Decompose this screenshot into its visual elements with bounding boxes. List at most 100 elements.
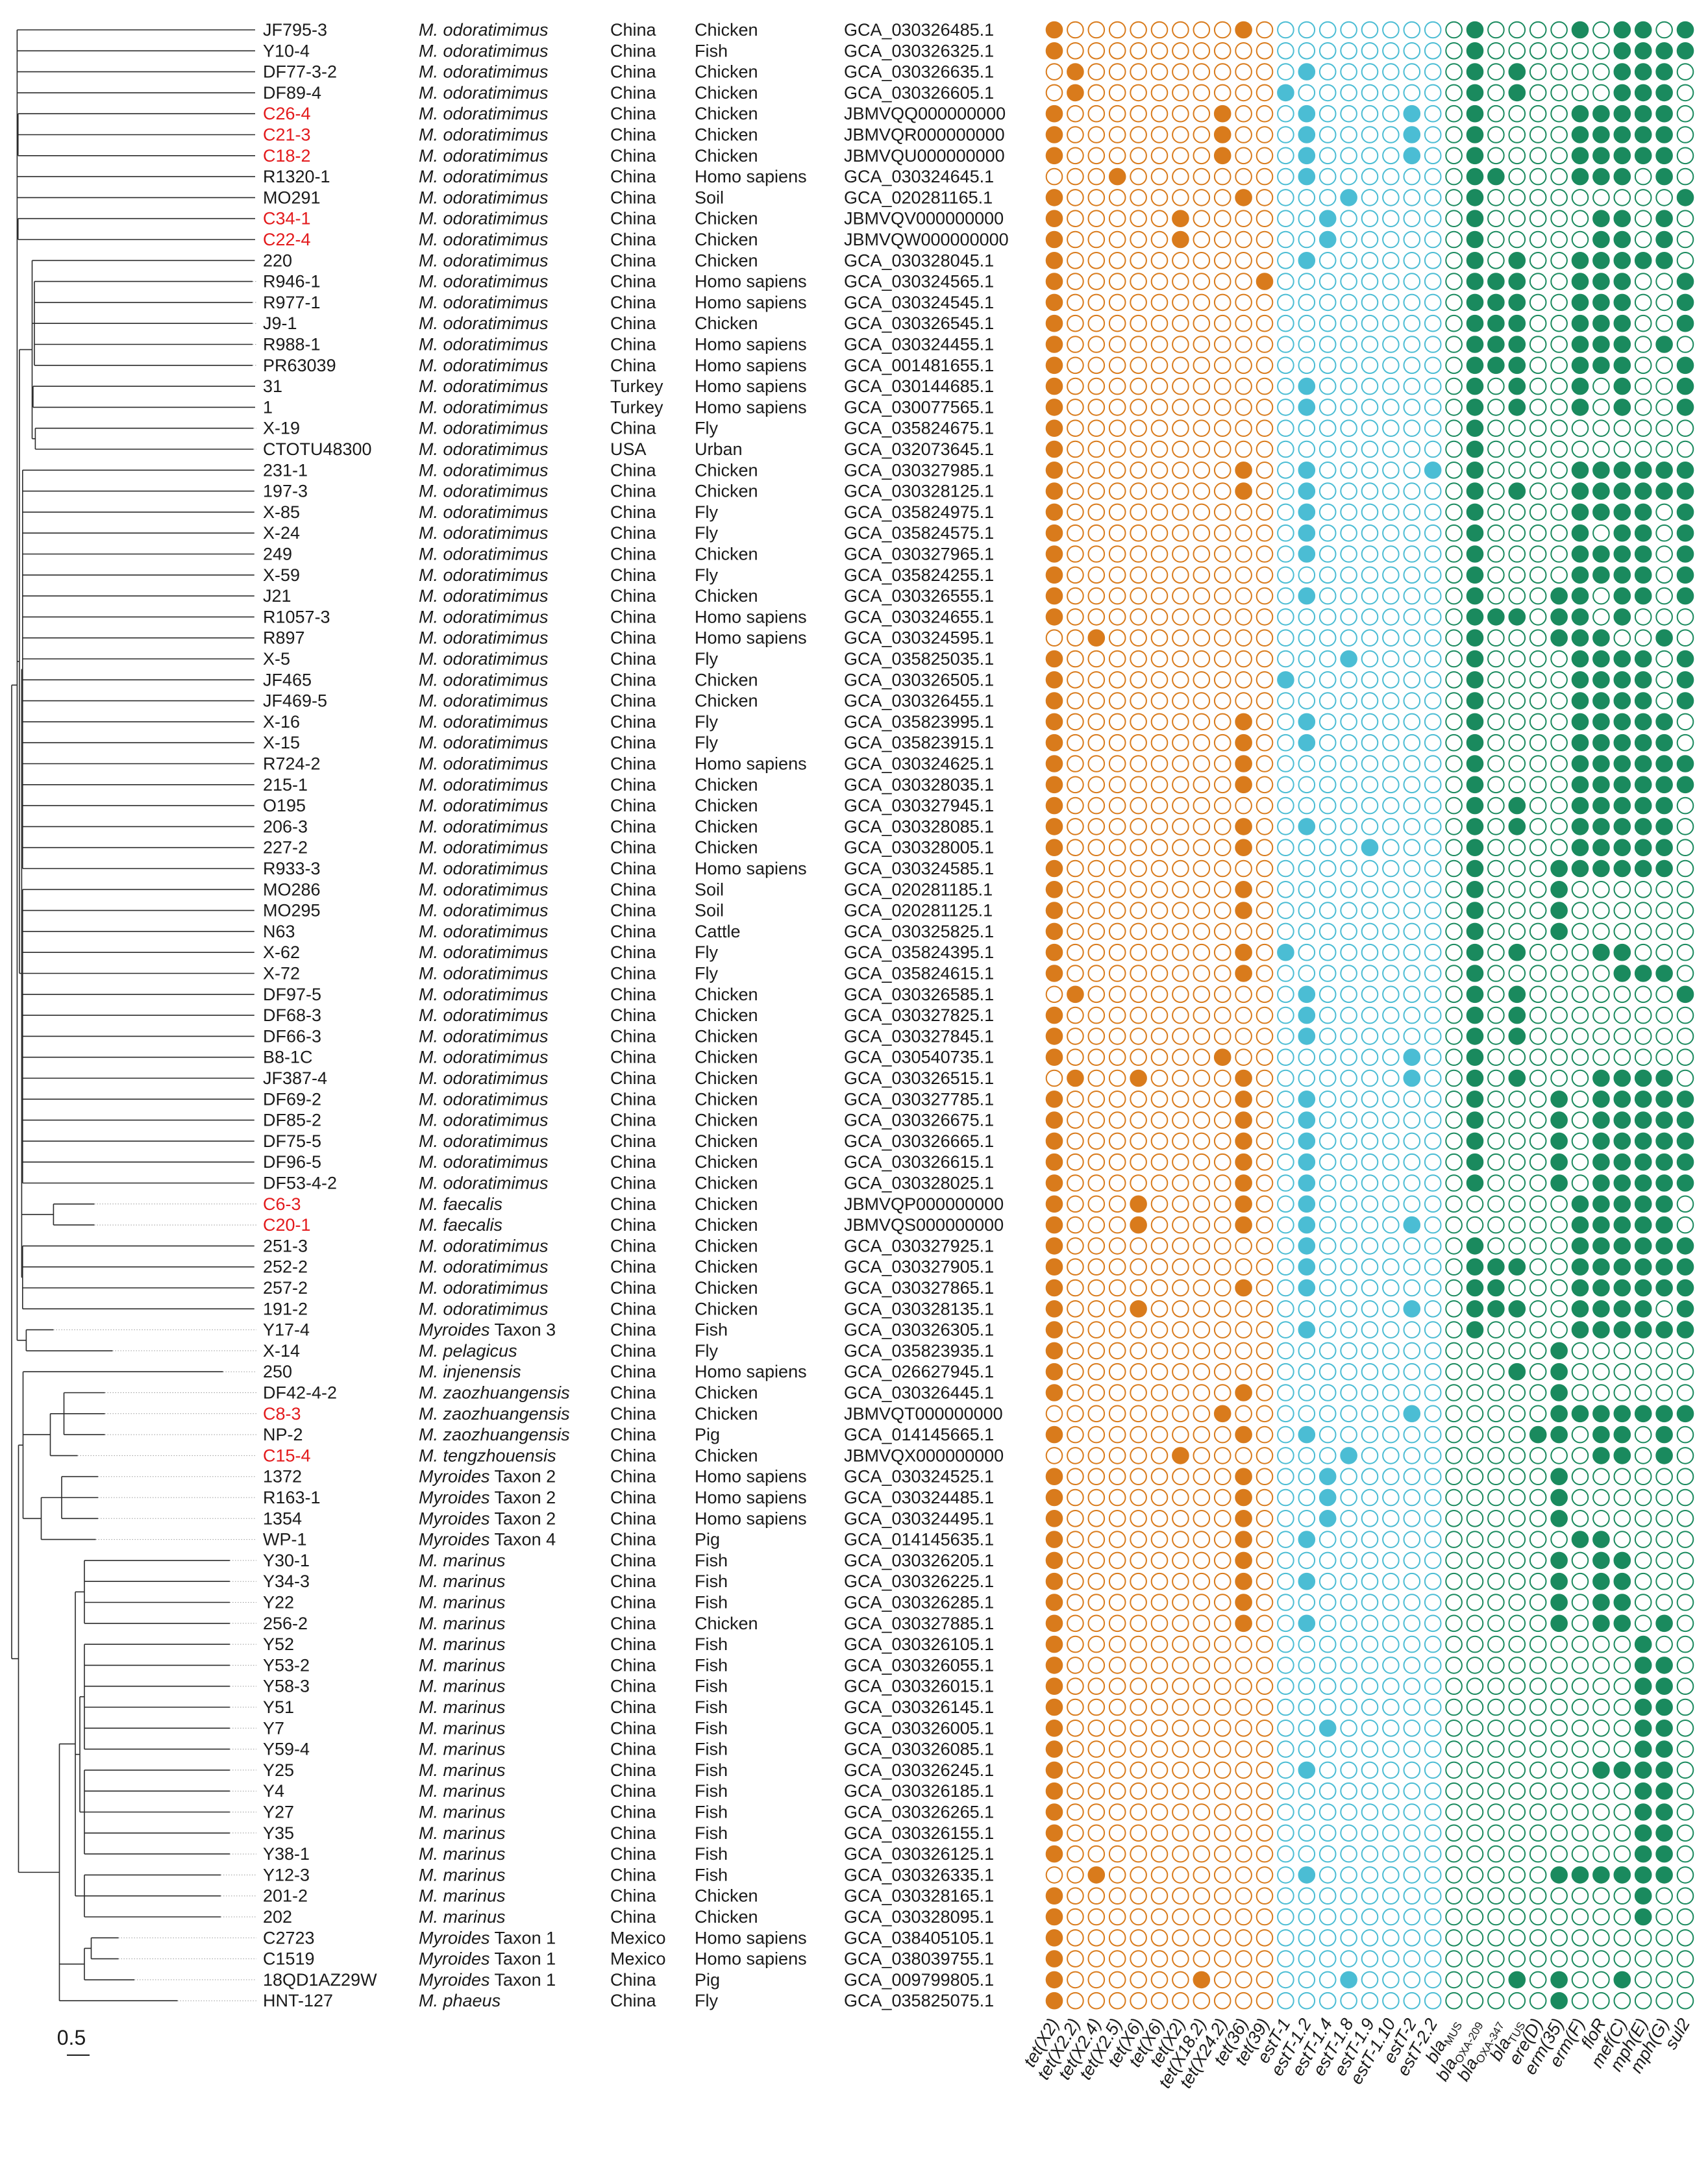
gene-cell xyxy=(1487,1258,1505,1276)
gene-cell xyxy=(1634,608,1652,626)
strain-country: China xyxy=(610,1194,657,1214)
gene-cell xyxy=(1634,713,1652,731)
gene-cell xyxy=(1340,293,1357,312)
gene-cell xyxy=(1277,1761,1294,1779)
gene-cell xyxy=(1529,587,1547,605)
gene-cell xyxy=(1150,1468,1169,1485)
strain-row: Y17-4 Myroides Taxon 3 China Fish GCA_030326… xyxy=(263,1320,994,1340)
gene-cell xyxy=(1403,1803,1421,1821)
gene-cell xyxy=(1172,503,1189,521)
strain-row: DF42-4-2 M. zaozhuangensis China Chicken GCA… xyxy=(263,1383,994,1403)
gene-cell xyxy=(1382,1028,1400,1045)
gene-cell xyxy=(1487,1824,1505,1842)
gene-cell xyxy=(1529,1174,1547,1192)
gene-cell xyxy=(1424,1405,1442,1423)
gene-cell xyxy=(1067,1635,1084,1653)
gene-cell xyxy=(1298,985,1316,1004)
strain-name: X-14 xyxy=(263,1341,300,1361)
gene-cell xyxy=(1087,922,1106,941)
gene-cell xyxy=(1550,1279,1568,1297)
gene-cell xyxy=(1571,1657,1589,1674)
gene-cell xyxy=(1655,1803,1673,1821)
gene-cell xyxy=(1592,167,1610,186)
gene-cell xyxy=(1592,63,1610,80)
gene-cell xyxy=(1256,1740,1274,1758)
gene-cell xyxy=(1487,713,1505,731)
gene-cell xyxy=(1592,1614,1610,1633)
gene-cell xyxy=(1634,126,1652,143)
gene-cell xyxy=(1571,943,1589,961)
strain-accession: GCA_030324645.1 xyxy=(844,167,994,186)
strain-species: M. odoratimimus xyxy=(419,41,549,60)
gene-cell xyxy=(1087,1216,1106,1234)
gene-cell xyxy=(1193,1384,1211,1401)
gene-cell xyxy=(1235,1510,1252,1527)
gene-cell xyxy=(1235,566,1252,584)
gene-cell xyxy=(1403,1174,1421,1192)
gene-cell xyxy=(1087,1761,1106,1779)
strain-host: Fish xyxy=(695,1803,728,1822)
strain-name: DF69-2 xyxy=(263,1089,321,1109)
gene-cell xyxy=(1130,608,1147,626)
gene-cell xyxy=(1571,273,1589,290)
gene-cell xyxy=(1445,1153,1463,1171)
gene-cell xyxy=(1150,419,1169,438)
gene-cell xyxy=(1508,230,1526,249)
gene-cell xyxy=(1067,1887,1084,1905)
strain-name: DF53-4-2 xyxy=(263,1174,337,1193)
gene-cell xyxy=(1193,293,1211,312)
gene-cell xyxy=(1634,356,1652,375)
strain-accession: GCA_030326125.1 xyxy=(844,1844,994,1864)
strain-accession: GCA_030328005.1 xyxy=(844,838,994,857)
strain-row: WP-1 Myroides Taxon 4 China Pig GCA_01414563… xyxy=(263,1530,994,1549)
gene-cell xyxy=(1466,1321,1484,1339)
gene-cell xyxy=(1613,881,1631,898)
gene-cell xyxy=(1487,377,1505,395)
gene-cell xyxy=(1634,1594,1652,1611)
strain-name: 18QD1AZ29W xyxy=(263,1970,377,1990)
gene-cell xyxy=(1193,818,1211,835)
gene-cell xyxy=(1466,1091,1484,1108)
gene-cell xyxy=(1067,1405,1084,1423)
gene-cell xyxy=(1340,859,1357,878)
gene-cell xyxy=(1277,336,1294,353)
gene-cell xyxy=(1466,1677,1484,1695)
gene-cell xyxy=(1487,21,1505,39)
gene-cell xyxy=(1213,230,1231,249)
gene-cell xyxy=(1592,1216,1610,1234)
gene-cell xyxy=(1550,230,1568,249)
gene-cell xyxy=(1571,1720,1589,1737)
gene-cell xyxy=(1529,1740,1547,1758)
gene-cell xyxy=(1550,1425,1568,1444)
gene-cell xyxy=(1298,1425,1316,1444)
gene-cell xyxy=(1172,1677,1189,1695)
gene-cell xyxy=(1508,1594,1526,1611)
gene-cell xyxy=(1193,650,1211,668)
strain-country: China xyxy=(610,251,657,270)
gene-cell xyxy=(1298,881,1316,898)
gene-cell xyxy=(1613,902,1631,919)
gene-cell xyxy=(1087,482,1106,500)
gene-cell xyxy=(1087,273,1106,290)
gene-cell xyxy=(1235,1887,1252,1905)
gene-cell xyxy=(1318,713,1337,731)
gene-cell xyxy=(1634,1971,1652,1989)
gene-cell xyxy=(1382,1866,1400,1884)
gene-cell xyxy=(1487,1279,1505,1297)
gene-cell xyxy=(1487,293,1505,312)
gene-cell xyxy=(1655,1824,1673,1842)
gene-cell xyxy=(1445,1488,1463,1507)
gene-cell xyxy=(1466,1132,1484,1150)
gene-cell xyxy=(1655,1594,1673,1611)
gene-cell xyxy=(1655,356,1673,375)
strain-host: Fish xyxy=(695,1655,728,1675)
strain-accession: GCA_030144685.1 xyxy=(844,376,994,396)
gene-cell xyxy=(1529,1594,1547,1611)
gene-cell xyxy=(1466,1657,1484,1674)
gene-cell xyxy=(1424,21,1442,39)
strain-host: Chicken xyxy=(695,1215,758,1235)
gene-cell xyxy=(1235,1992,1252,2010)
gene-cell xyxy=(1655,419,1673,438)
gene-cell xyxy=(1529,734,1547,752)
gene-cell xyxy=(1150,545,1169,563)
